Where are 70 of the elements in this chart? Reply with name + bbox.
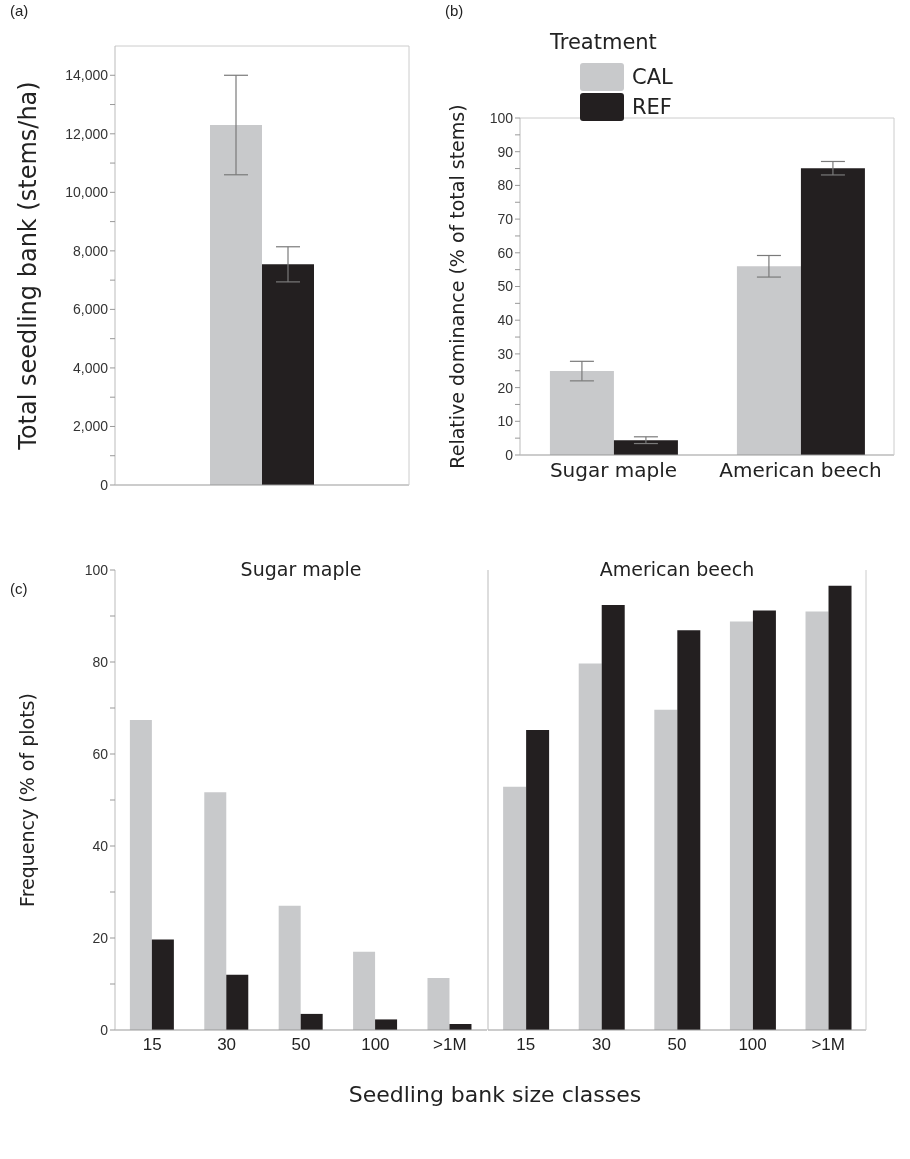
- y-tick-label: 20: [497, 379, 514, 396]
- y-tick-label: 40: [92, 837, 109, 854]
- bar: [129, 719, 152, 1030]
- x-tick-label: 30: [591, 1035, 611, 1055]
- bar: [226, 974, 249, 1030]
- x-axis-title: Seedling bank size classes: [347, 1082, 643, 1107]
- x-tick-label: 50: [667, 1035, 687, 1055]
- y-tick-label: 2,000: [72, 418, 109, 435]
- bar: [578, 663, 602, 1030]
- bar: [752, 610, 776, 1030]
- legend-label: CAL: [632, 65, 673, 89]
- y-axis-title: Relative dominance (% of total stems): [445, 104, 468, 469]
- bar: [503, 786, 527, 1030]
- y-tick-label: 10: [497, 413, 514, 430]
- y-tick-label: 60: [497, 244, 514, 261]
- bar: [549, 371, 614, 455]
- y-tick-label: 6,000: [72, 301, 109, 318]
- y-tick-label: 20: [92, 929, 109, 946]
- x-tick-label: 50: [291, 1035, 311, 1055]
- bar: [800, 168, 865, 455]
- y-tick-label: 80: [497, 177, 514, 194]
- legend-label: REF: [632, 95, 672, 119]
- bar: [300, 1013, 323, 1030]
- chart-title: (a): [10, 2, 29, 19]
- bar: [677, 630, 701, 1030]
- y-tick-label: 4,000: [72, 359, 109, 376]
- x-tick-label: 15: [142, 1035, 162, 1055]
- chart-title: Sugar maple: [239, 558, 363, 580]
- bar: [151, 939, 174, 1030]
- y-tick-label: 60: [92, 745, 109, 762]
- bar: [204, 792, 227, 1030]
- x-tick-label: 30: [217, 1035, 237, 1055]
- y-tick-label: 10,000: [65, 184, 109, 201]
- bar: [613, 440, 678, 455]
- bar: [729, 621, 753, 1030]
- x-tick-label: 100: [738, 1035, 767, 1055]
- y-axis-title: Frequency (% of plots): [15, 693, 38, 907]
- y-tick-label: 0: [100, 476, 109, 493]
- bar: [828, 585, 852, 1030]
- chart-title: (b): [445, 2, 464, 19]
- bar: [427, 978, 450, 1030]
- y-tick-label: 12,000: [65, 125, 109, 142]
- chart-title: American beech: [598, 558, 756, 580]
- x-tick-label: >1M: [433, 1035, 467, 1055]
- y-axis-title: Total seedling bank (stems/ha): [13, 81, 42, 451]
- bar: [353, 951, 376, 1030]
- y-tick-label: 14,000: [65, 67, 109, 84]
- y-tick-label: 70: [497, 211, 514, 228]
- bar: [654, 709, 678, 1030]
- y-tick-label: 50: [497, 278, 514, 295]
- bar: [805, 611, 829, 1030]
- x-tick-label: 100: [361, 1035, 390, 1055]
- y-tick-label: 8,000: [72, 242, 109, 259]
- y-tick-label: 30: [497, 345, 514, 362]
- y-tick-label: 80: [92, 653, 109, 670]
- bar: [526, 730, 550, 1030]
- y-tick-label: 0: [505, 446, 514, 463]
- y-tick-label: 40: [497, 312, 514, 329]
- x-tick-label: >1M: [811, 1035, 845, 1055]
- bar: [601, 604, 625, 1030]
- x-tick-label: 15: [516, 1035, 536, 1055]
- text: (c): [10, 580, 28, 597]
- y-tick-label: 100: [489, 109, 514, 126]
- bar: [375, 1019, 398, 1030]
- legend-title: Treatment: [550, 30, 658, 54]
- y-tick-label: 100: [84, 561, 109, 578]
- y-tick-label: 90: [497, 143, 514, 160]
- bar: [736, 266, 801, 455]
- y-tick-label: 0: [100, 1021, 109, 1038]
- bar: [278, 905, 301, 1030]
